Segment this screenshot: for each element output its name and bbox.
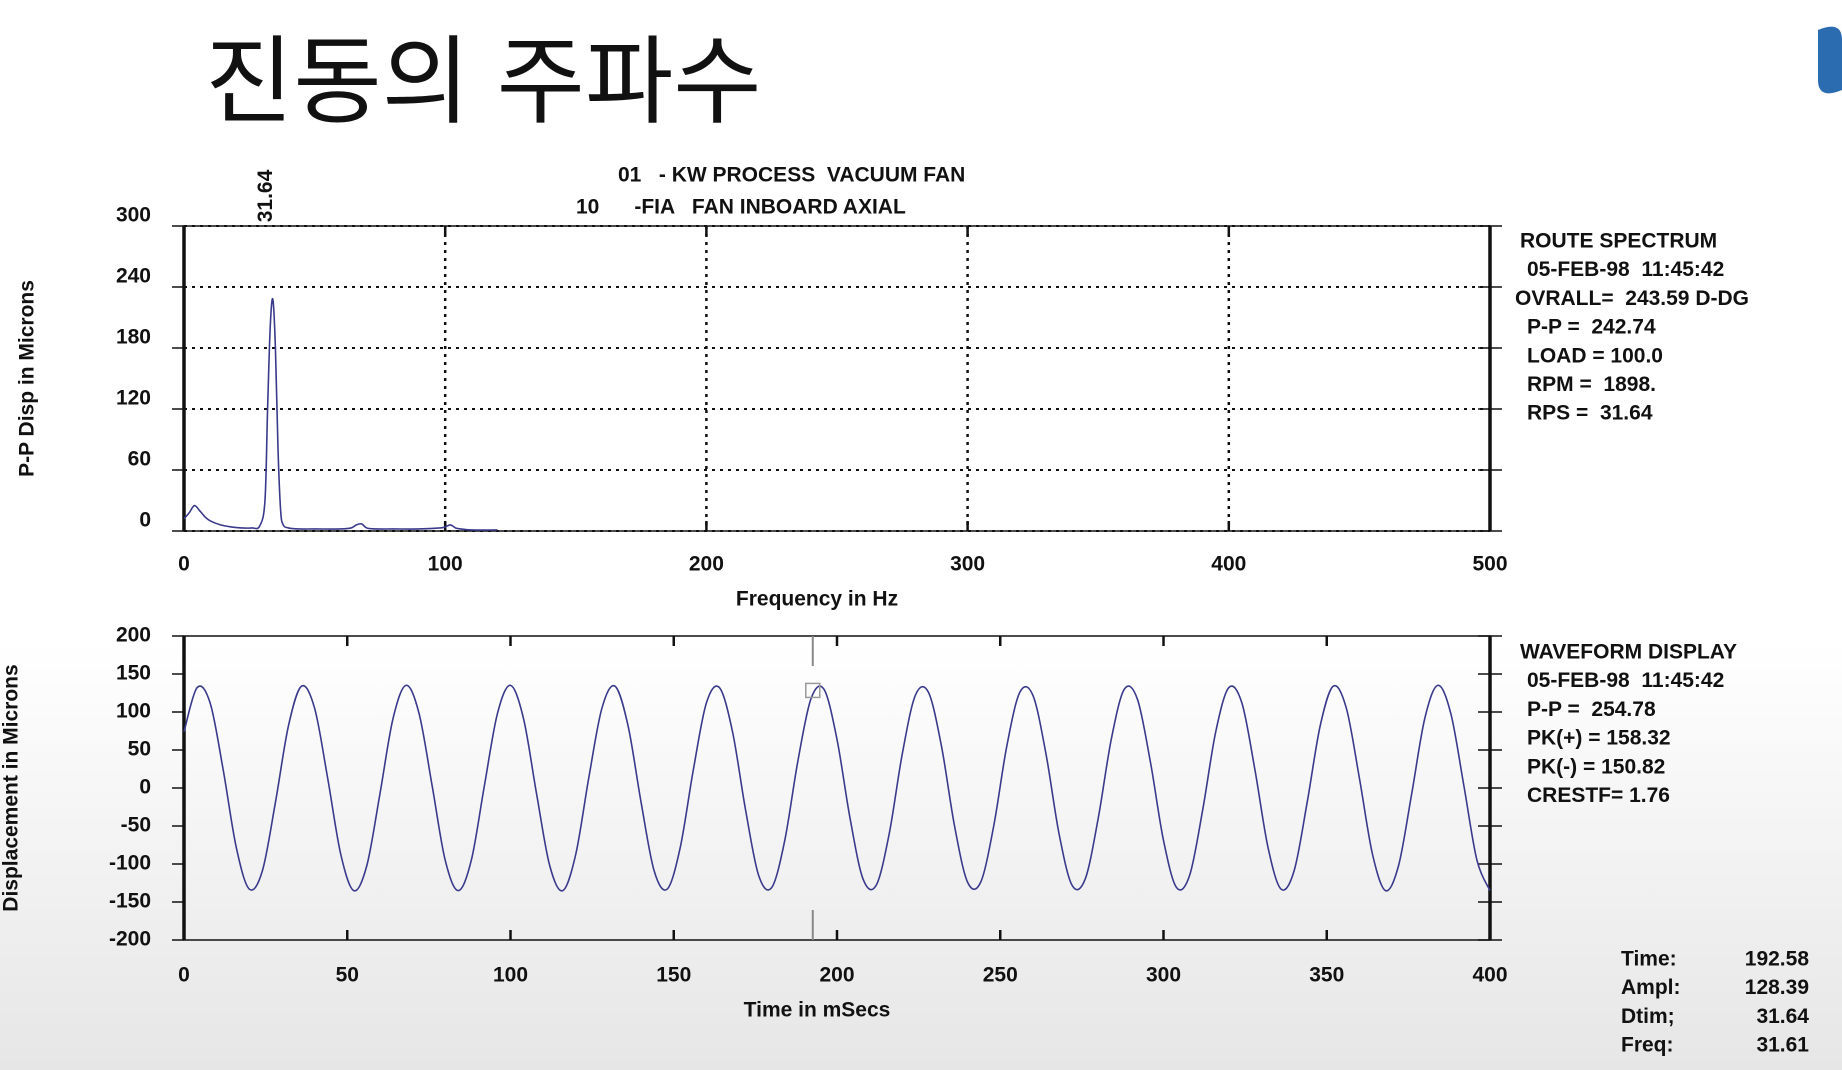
- info-line: LOAD = 100.0: [1527, 344, 1663, 367]
- x-tick-label: 300: [950, 553, 985, 576]
- cursor-label: Time:: [1621, 948, 1677, 971]
- y-tick-label: 180: [116, 326, 151, 349]
- y-tick-label: -100: [109, 852, 151, 875]
- info-line: P-P = 254.78: [1527, 698, 1656, 721]
- info-line: PK(-) = 150.82: [1527, 755, 1665, 778]
- cursor-value: 128.39: [1745, 976, 1809, 999]
- page-title: 진동의 주파수: [205, 29, 762, 136]
- x-tick-label: 200: [819, 964, 854, 987]
- x-tick-label: 0: [178, 964, 190, 987]
- cursor-value: 31.61: [1756, 1034, 1809, 1057]
- x-tick-label: 200: [689, 553, 724, 576]
- x-tick-label: 150: [656, 964, 691, 987]
- cursor-value: 31.64: [1756, 1005, 1809, 1028]
- y-tick-label: 100: [116, 700, 151, 723]
- info-line: P-P = 242.74: [1527, 316, 1656, 339]
- y-axis-label: P-P Disp in Microns: [16, 280, 39, 477]
- x-axis-label: Frequency in Hz: [736, 588, 898, 611]
- info-line: WAVEFORM DISPLAY: [1520, 641, 1737, 664]
- y-axis-label: Displacement in Microns: [0, 664, 23, 911]
- logo: [1818, 26, 1842, 94]
- info-line: 05-FEB-98 11:45:42: [1527, 258, 1724, 281]
- cursor-label: Dtim;: [1621, 1005, 1675, 1028]
- y-tick-label: -150: [109, 890, 151, 913]
- peak-label: 31.64: [254, 169, 277, 222]
- info-line: RPM = 1898.: [1527, 373, 1656, 396]
- x-tick-label: 250: [983, 964, 1018, 987]
- plot-frame: [183, 225, 1491, 532]
- cursor-value: 192.58: [1745, 948, 1810, 971]
- info-line: RPS = 31.64: [1527, 402, 1653, 425]
- cursor-marker: [805, 682, 821, 699]
- cursor-label: Ampl:: [1621, 976, 1681, 999]
- x-tick-label: 350: [1309, 964, 1344, 987]
- x-tick-label: 100: [428, 553, 463, 576]
- x-tick-label: 400: [1472, 964, 1507, 987]
- info-line: ROUTE SPECTRUM: [1520, 230, 1717, 253]
- data-line: [183, 684, 1491, 892]
- y-tick-label: -50: [121, 814, 151, 837]
- info-line: CRESTF= 1.76: [1527, 784, 1670, 807]
- plot-frame: [183, 635, 1491, 941]
- y-tick-label: 150: [116, 662, 151, 685]
- x-axis-label: Time in mSecs: [744, 999, 891, 1022]
- cursor-label: Freq:: [1621, 1034, 1674, 1057]
- y-tick-label: -200: [109, 928, 151, 951]
- info-line: PK(+) = 158.32: [1527, 727, 1671, 750]
- y-tick-label: 60: [128, 448, 151, 471]
- chart-header: 10 -FIA FAN INBOARD AXIAL: [576, 196, 906, 219]
- y-tick-label: 50: [128, 738, 151, 761]
- x-tick-label: 400: [1211, 553, 1246, 576]
- y-tick-label: 200: [116, 624, 151, 647]
- x-tick-label: 0: [178, 553, 190, 576]
- info-line: 05-FEB-98 11:45:42: [1527, 669, 1724, 692]
- y-tick-label: 120: [116, 387, 151, 410]
- data-line: [183, 297, 498, 531]
- x-tick-label: 500: [1472, 553, 1507, 576]
- x-tick-label: 300: [1146, 964, 1181, 987]
- y-tick-label: 240: [116, 265, 151, 288]
- y-tick-label: 300: [116, 204, 151, 227]
- chart-header: 01 - KW PROCESS VACUUM FAN: [618, 164, 965, 187]
- y-tick-label: 0: [139, 509, 151, 532]
- x-tick-label: 100: [493, 964, 528, 987]
- info-line: OVRALL= 243.59 D-DG: [1515, 287, 1749, 310]
- y-tick-label: 0: [139, 776, 151, 799]
- x-tick-label: 50: [336, 964, 359, 987]
